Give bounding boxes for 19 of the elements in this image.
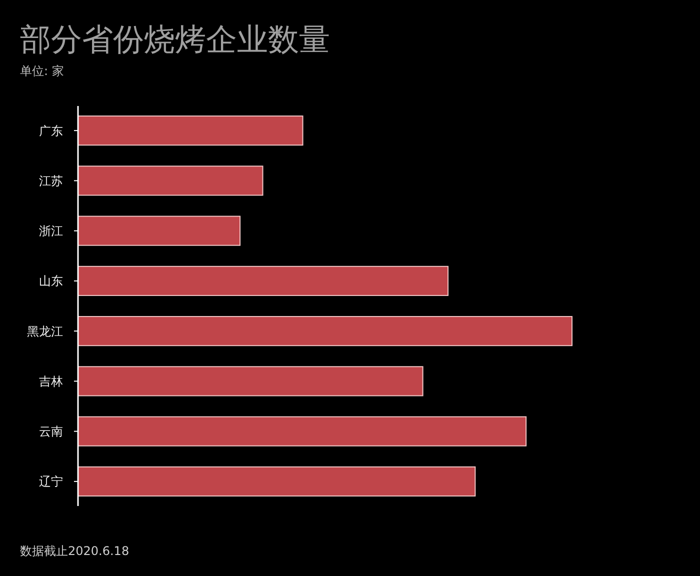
y-tick-label: 山东 <box>39 274 63 288</box>
y-tick-label: 江苏 <box>39 174 63 188</box>
y-tick-label: 黑龙江 <box>27 324 63 338</box>
y-tick-label: 云南 <box>39 424 63 439</box>
y-tick-label: 辽宁 <box>39 474 63 489</box>
bar <box>78 116 304 146</box>
y-tick-label: 吉林 <box>39 374 63 388</box>
y-tick-label: 浙江 <box>39 224 63 238</box>
text: 数据截止2020.6.18 <box>20 544 130 558</box>
bar <box>78 466 476 496</box>
bar <box>78 416 527 446</box>
bar <box>78 216 241 246</box>
bar <box>78 316 572 346</box>
y-tick-label: 广东 <box>39 124 63 138</box>
chart-title: 部分省份烧烤企业数量 <box>20 22 330 58</box>
bar <box>78 366 424 396</box>
bar <box>78 266 449 296</box>
chart-subtitle: 单位: 家 <box>20 64 64 78</box>
bar <box>78 166 264 196</box>
